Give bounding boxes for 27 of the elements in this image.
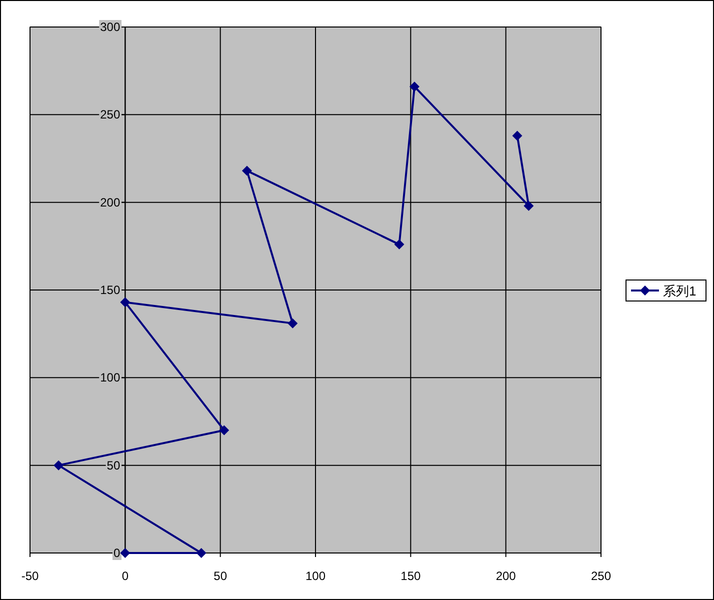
point	[524, 200, 534, 211]
legend: 系列1	[626, 280, 706, 302]
point	[54, 460, 64, 470]
y-tick-label: 100	[100, 370, 120, 385]
y-tick-label: 300	[100, 20, 120, 34]
point	[288, 318, 298, 328]
y-tick-label: 50	[106, 458, 120, 472]
x-tick-label: 100	[305, 569, 326, 583]
x-tick-label: 0	[122, 569, 129, 583]
y-tick-label: 250	[100, 108, 120, 122]
x-tick-label: -50	[21, 569, 39, 583]
point	[512, 130, 522, 141]
y-tick-label: 150	[100, 283, 120, 297]
point	[120, 297, 130, 308]
legend-label: 系列1	[663, 284, 696, 298]
point	[196, 548, 206, 558]
point	[120, 548, 130, 558]
y-tick-label: 0	[113, 546, 120, 560]
x-tick-label: 250	[590, 569, 612, 583]
x-tick-label: 50	[214, 569, 228, 583]
x-tick-label: 150	[400, 569, 421, 583]
point	[394, 239, 404, 250]
point	[219, 425, 230, 436]
point	[409, 82, 420, 92]
point	[242, 166, 252, 176]
x-tick-label: 200	[496, 569, 516, 583]
y-tick-label: 200	[100, 195, 120, 210]
